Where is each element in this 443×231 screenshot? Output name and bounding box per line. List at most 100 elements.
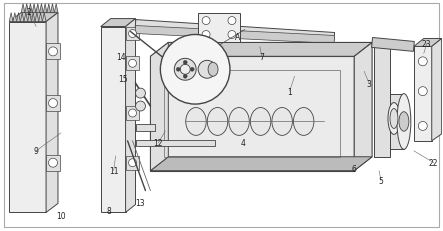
Circle shape — [418, 87, 427, 96]
Polygon shape — [46, 155, 60, 171]
Circle shape — [418, 122, 427, 131]
Polygon shape — [39, 5, 43, 14]
Polygon shape — [36, 5, 39, 14]
Circle shape — [136, 89, 145, 99]
Polygon shape — [28, 5, 32, 14]
Circle shape — [136, 102, 145, 112]
Ellipse shape — [272, 108, 292, 136]
Polygon shape — [43, 14, 46, 22]
Polygon shape — [9, 14, 13, 22]
Ellipse shape — [293, 108, 314, 136]
Text: 9: 9 — [34, 147, 39, 156]
Circle shape — [160, 35, 230, 105]
Polygon shape — [46, 96, 60, 112]
Polygon shape — [135, 26, 334, 44]
Text: 22: 22 — [429, 158, 439, 167]
Circle shape — [183, 75, 187, 79]
Polygon shape — [432, 39, 442, 141]
Circle shape — [176, 68, 180, 72]
Polygon shape — [101, 27, 125, 213]
Polygon shape — [46, 14, 58, 213]
Polygon shape — [54, 5, 58, 14]
Polygon shape — [20, 14, 24, 22]
Circle shape — [49, 99, 58, 108]
Polygon shape — [47, 5, 51, 14]
Polygon shape — [125, 19, 136, 213]
Polygon shape — [125, 27, 140, 41]
Text: 2: 2 — [27, 8, 31, 17]
Polygon shape — [390, 94, 404, 150]
Polygon shape — [151, 157, 372, 171]
Polygon shape — [25, 5, 28, 14]
Polygon shape — [31, 14, 35, 22]
Polygon shape — [24, 14, 27, 22]
Text: A: A — [235, 33, 241, 42]
Polygon shape — [374, 43, 390, 157]
Ellipse shape — [390, 109, 398, 129]
Polygon shape — [136, 125, 155, 131]
Polygon shape — [414, 47, 432, 141]
Text: 1: 1 — [287, 87, 292, 96]
Text: 6: 6 — [352, 164, 357, 173]
Text: 3: 3 — [367, 79, 372, 88]
Ellipse shape — [208, 63, 218, 77]
Circle shape — [49, 48, 58, 57]
Circle shape — [128, 109, 136, 118]
Text: 5: 5 — [379, 176, 384, 185]
Polygon shape — [43, 5, 47, 14]
Polygon shape — [125, 106, 140, 120]
Polygon shape — [151, 57, 354, 171]
Polygon shape — [101, 19, 136, 27]
Circle shape — [202, 18, 210, 25]
Circle shape — [174, 59, 196, 81]
Polygon shape — [21, 5, 25, 14]
Polygon shape — [46, 44, 60, 60]
Text: 23: 23 — [422, 40, 431, 49]
Circle shape — [228, 18, 236, 25]
Text: 14: 14 — [116, 53, 125, 62]
Polygon shape — [414, 39, 442, 47]
Polygon shape — [35, 14, 39, 22]
Polygon shape — [125, 57, 140, 71]
Polygon shape — [27, 14, 31, 22]
Polygon shape — [390, 114, 410, 124]
Ellipse shape — [186, 108, 206, 136]
Polygon shape — [51, 5, 54, 14]
Ellipse shape — [397, 94, 411, 150]
Polygon shape — [9, 22, 46, 213]
Circle shape — [228, 31, 236, 39]
Circle shape — [128, 30, 136, 38]
Ellipse shape — [250, 108, 271, 136]
Polygon shape — [9, 14, 58, 22]
Text: 12: 12 — [154, 139, 163, 148]
Ellipse shape — [388, 103, 400, 135]
Circle shape — [49, 158, 58, 167]
Circle shape — [180, 65, 190, 75]
Circle shape — [418, 58, 427, 67]
Polygon shape — [151, 43, 168, 171]
Text: 13: 13 — [136, 198, 145, 207]
Circle shape — [198, 61, 216, 79]
Polygon shape — [39, 14, 43, 22]
Ellipse shape — [207, 108, 228, 136]
Polygon shape — [354, 43, 372, 171]
Polygon shape — [17, 14, 20, 22]
Polygon shape — [372, 38, 414, 52]
Text: 11: 11 — [109, 167, 118, 175]
Ellipse shape — [229, 108, 249, 136]
Circle shape — [183, 61, 187, 65]
Polygon shape — [135, 21, 334, 41]
Text: 8: 8 — [106, 206, 111, 215]
Polygon shape — [125, 156, 140, 170]
Circle shape — [128, 60, 136, 68]
Polygon shape — [198, 14, 240, 43]
Text: 7: 7 — [259, 53, 264, 62]
Polygon shape — [151, 43, 372, 57]
Circle shape — [128, 159, 136, 167]
Text: 15: 15 — [118, 74, 128, 83]
Polygon shape — [13, 14, 17, 22]
Polygon shape — [136, 140, 215, 146]
Text: 10: 10 — [56, 211, 66, 220]
Text: 4: 4 — [241, 139, 245, 148]
Polygon shape — [32, 5, 36, 14]
